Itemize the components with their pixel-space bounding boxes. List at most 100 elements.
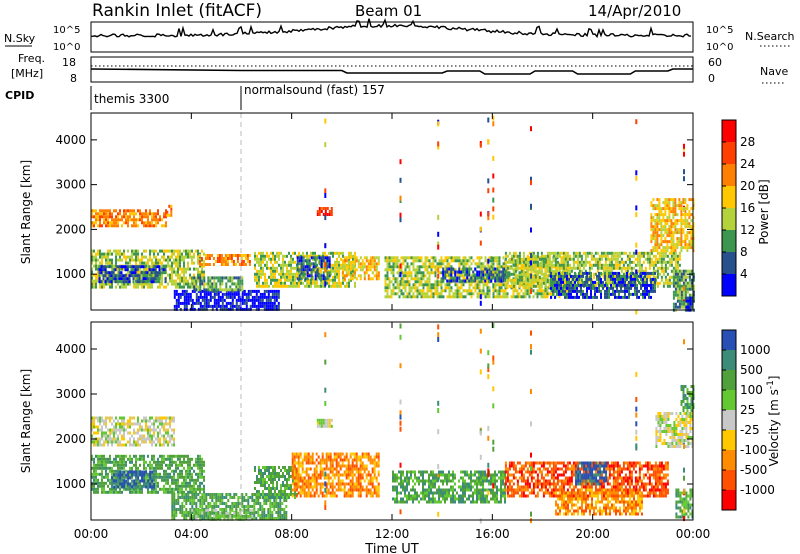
power-colorbar-swatch-0 bbox=[722, 120, 736, 143]
nsearch-tick-low: 10^0 bbox=[706, 42, 733, 53]
velocity-cell-4 bbox=[191, 508, 256, 521]
nave-right-label: Nave bbox=[760, 65, 788, 78]
velocity-colorbar-tick-1: 500 bbox=[740, 363, 763, 377]
power-colorbar-tick-1: 24 bbox=[740, 157, 755, 171]
power-cell-7 bbox=[296, 256, 331, 281]
velocity-colorbar-tick-5: -100 bbox=[740, 443, 767, 457]
power-y-tick-2: 3000 bbox=[55, 178, 86, 192]
cpid-label: CPID bbox=[5, 89, 34, 102]
power-panel: 1000 2000 3000 4000 Slant Range [km] 28 24 20… bbox=[19, 112, 771, 315]
velocity-colorbar-swatch-1 bbox=[722, 350, 736, 371]
power-cell-4 bbox=[173, 289, 280, 311]
velocity-cell-14 bbox=[316, 418, 333, 428]
x-tick-2: 08:00 bbox=[274, 527, 309, 541]
velocity-y-tick-1: 2000 bbox=[55, 432, 86, 446]
beam-label: Beam 01 bbox=[355, 2, 422, 20]
velocity-y-tick-3: 4000 bbox=[55, 342, 86, 356]
velocity-panel: 1000 2000 3000 4000 Slant Range [km] 1000 50… bbox=[19, 113, 781, 554]
power-colorbar-swatch-5 bbox=[722, 230, 736, 253]
nsky-tick-low: 10^0 bbox=[53, 42, 80, 53]
nsearch-right-label: N.Search bbox=[745, 30, 795, 43]
time-x-axis: 00:00 04:00 08:00 12:00 16:00 20:00 00:00 bbox=[74, 113, 711, 541]
power-colorbar-swatch-6 bbox=[722, 252, 736, 275]
power-y-axis-title: Slant Range [km] bbox=[19, 160, 33, 264]
power-scatter-streaks bbox=[324, 115, 685, 315]
date-label: 14/Apr/2010 bbox=[588, 2, 681, 20]
power-cell-0 bbox=[91, 209, 167, 228]
cpid-segment-1: themis 3300 bbox=[94, 92, 169, 106]
velocity-cell-10 bbox=[575, 461, 608, 486]
x-tick-1: 04:00 bbox=[174, 527, 209, 541]
power-colorbar-tick-6: 4 bbox=[740, 267, 748, 281]
velocity-colorbar-swatch-2 bbox=[722, 370, 736, 391]
power-cell-12 bbox=[550, 271, 656, 299]
power-cell-16 bbox=[316, 207, 333, 216]
power-y-tick-3: 4000 bbox=[55, 133, 86, 147]
velocity-colorbar-tick-3: 25 bbox=[740, 403, 755, 417]
power-cell-17 bbox=[198, 254, 251, 266]
freq-panel: Freq. [MHz] 18 8 60 0 Nave bbox=[11, 52, 788, 85]
nsky-frame bbox=[90, 21, 694, 53]
velocity-colorbar-swatch-3 bbox=[722, 390, 736, 411]
power-colorbar-title: Power [dB] bbox=[757, 179, 771, 244]
power-colorbar-tick-0: 28 bbox=[740, 135, 755, 149]
power-cell-1 bbox=[166, 204, 173, 217]
x-tick-6: 00:00 bbox=[676, 527, 711, 541]
velocity-colorbar: 1000 500 100 25 -25 -100 -500 -1000 bbox=[721, 329, 775, 511]
velocity-cell-7 bbox=[392, 470, 506, 504]
velocity-y-tick-0: 1000 bbox=[55, 477, 86, 491]
velocity-cell-6 bbox=[291, 452, 380, 498]
power-colorbar-swatch-7 bbox=[722, 274, 736, 297]
velocity-cell-9 bbox=[555, 488, 643, 516]
power-colorbar-tick-5: 8 bbox=[740, 245, 748, 259]
velocity-colorbar-tick-7: -1000 bbox=[740, 483, 775, 497]
power-colorbar-tick-2: 20 bbox=[740, 179, 755, 193]
velocity-colorbar-tick-4: -25 bbox=[740, 423, 760, 437]
power-colorbar-swatch-2 bbox=[722, 164, 736, 187]
x-tick-0: 00:00 bbox=[74, 527, 109, 541]
velocity-y-axis: 1000 2000 3000 4000 bbox=[55, 342, 693, 491]
velocity-colorbar-title: Velocity [m s-1] bbox=[766, 376, 781, 467]
power-data-cells bbox=[91, 115, 695, 315]
power-cell-10 bbox=[442, 267, 507, 283]
power-cell-8 bbox=[341, 256, 380, 281]
freq-tick-high: 18 bbox=[62, 56, 76, 69]
nave-tick-low: 0 bbox=[708, 72, 715, 85]
x-tick-3: 12:00 bbox=[375, 527, 410, 541]
power-colorbar-swatch-3 bbox=[722, 186, 736, 209]
nave-tick-high: 60 bbox=[708, 56, 722, 69]
power-cell-3 bbox=[98, 265, 167, 284]
freq-left-label-2: [MHz] bbox=[11, 67, 43, 80]
power-colorbar-swatch-4 bbox=[722, 208, 736, 231]
freq-trace bbox=[90, 68, 693, 75]
cpid-segment-2: normalsound (fast) 157 bbox=[244, 83, 385, 97]
velocity-colorbar-swatch-6 bbox=[722, 450, 736, 471]
velocity-colorbar-swatch-5 bbox=[722, 430, 736, 451]
power-y-axis: 1000 2000 3000 4000 bbox=[55, 133, 693, 281]
power-cell-5 bbox=[191, 276, 244, 292]
velocity-y-tick-2: 3000 bbox=[55, 387, 86, 401]
velocity-cell-13 bbox=[680, 385, 695, 412]
x-axis-title: Time UT bbox=[364, 542, 418, 554]
velocity-cell-2 bbox=[111, 470, 156, 489]
velocity-cell-11 bbox=[655, 412, 694, 448]
nsky-panel: N.Sky 10^5 10^0 10^5 10^0 N.Search bbox=[4, 17, 795, 53]
nsky-left-label: N.Sky bbox=[4, 32, 36, 45]
velocity-colorbar-swatch-4 bbox=[722, 410, 736, 431]
station-title: Rankin Inlet (fitACF) bbox=[92, 1, 262, 21]
velocity-y-axis-title: Slant Range [km] bbox=[19, 369, 33, 473]
power-colorbar-tick-3: 16 bbox=[740, 201, 755, 215]
power-cell-11 bbox=[504, 251, 681, 288]
freq-tick-low: 8 bbox=[70, 72, 77, 85]
cpid-panel: CPID themis 3300 normalsound (fast) 157 bbox=[5, 83, 385, 110]
power-y-tick-0: 1000 bbox=[55, 267, 86, 281]
velocity-data-cells bbox=[91, 323, 695, 524]
velocity-colorbar-tick-2: 100 bbox=[740, 383, 763, 397]
velocity-colorbar-swatch-0 bbox=[722, 330, 736, 351]
velocity-colorbar-swatch-8 bbox=[722, 490, 736, 511]
power-colorbar-swatch-1 bbox=[722, 142, 736, 165]
power-colorbar: 28 24 20 16 12 8 4 bbox=[721, 119, 755, 297]
nsky-trace bbox=[90, 17, 692, 39]
nsky-tick-high: 10^5 bbox=[53, 25, 80, 36]
